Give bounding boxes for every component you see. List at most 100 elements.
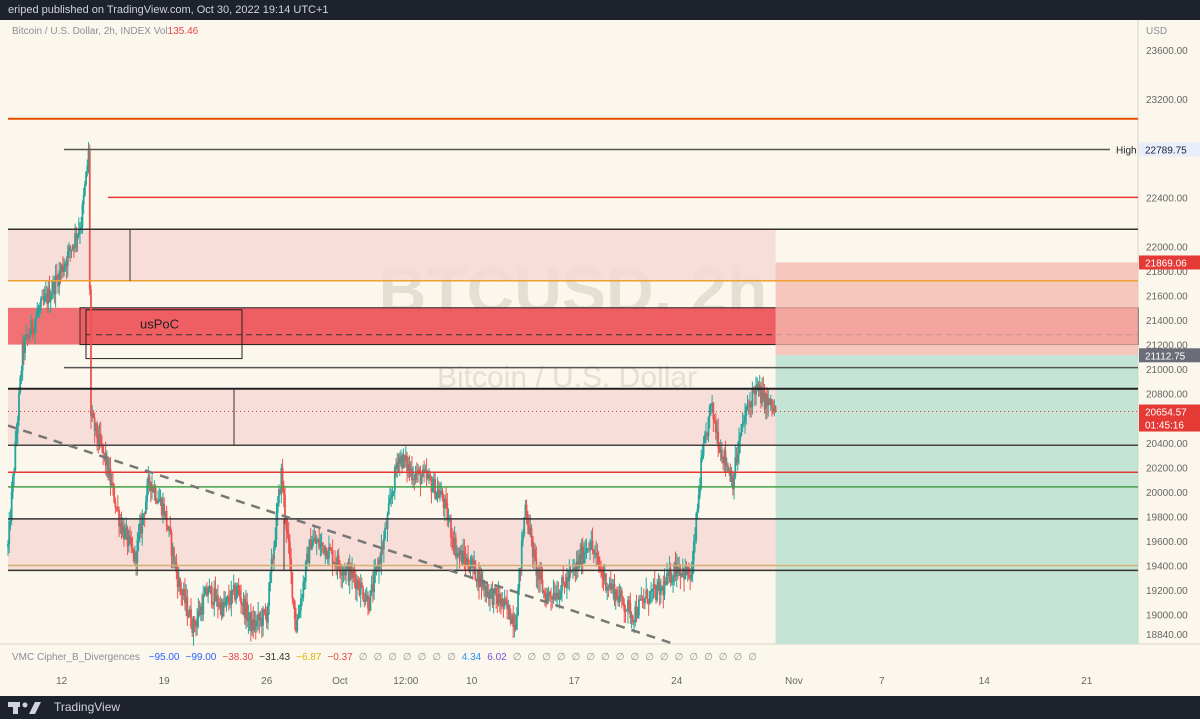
candle-body (413, 479, 416, 481)
candle-body (296, 619, 299, 632)
candle-body (494, 587, 496, 589)
candle-body (369, 590, 372, 611)
candle-body (598, 564, 601, 570)
candle-body (160, 498, 163, 515)
candle-body (666, 573, 668, 585)
candle-body (606, 586, 609, 591)
symbol-legend: Bitcoin / U.S. Dollar, 2h, INDEX Vol135.… (12, 26, 198, 37)
candle-body (695, 513, 698, 541)
candle-body (706, 433, 709, 436)
y-tick-label: 19200.00 (1146, 586, 1188, 597)
candle-body (279, 489, 282, 494)
candle-body (428, 474, 430, 476)
candle-body (260, 616, 263, 626)
candle-body (191, 626, 194, 633)
candle-body (691, 560, 694, 575)
candle-body (63, 267, 66, 272)
candle-body (326, 558, 329, 560)
candle-body (411, 468, 413, 481)
candle-body (492, 588, 495, 605)
candle-body (476, 570, 479, 582)
candle-body (227, 596, 230, 603)
candle-body (55, 275, 58, 278)
candle-body (192, 619, 195, 633)
candle-body (302, 582, 305, 598)
candle-body (552, 592, 555, 600)
candle-body (364, 599, 367, 602)
candle-body (258, 613, 261, 621)
candle-body (265, 613, 268, 623)
candle-body (396, 462, 399, 469)
candle-body (284, 494, 286, 518)
candle-body (616, 590, 618, 597)
candle-body (486, 591, 489, 597)
candle-body (651, 588, 654, 591)
candle-body (395, 467, 397, 469)
y-tick-label: 23600.00 (1146, 46, 1188, 57)
candle-body (112, 482, 114, 486)
candle-body (336, 555, 339, 567)
candle-body (190, 609, 192, 627)
candle-body (164, 511, 167, 516)
candle-body (763, 390, 766, 410)
candle-body (76, 234, 79, 240)
x-tick-label: 7 (879, 676, 885, 687)
candle-body (581, 546, 584, 564)
indicator-value-14: 6.02 (487, 652, 507, 663)
candle-body (456, 554, 458, 557)
candle-body (65, 263, 68, 267)
candle-body (57, 277, 59, 287)
y-tick-label: 20400.00 (1146, 439, 1188, 450)
candle-body (70, 249, 73, 251)
candle-body (639, 599, 642, 601)
candle-body (202, 596, 205, 615)
candle-body (385, 527, 388, 529)
candle-body (64, 263, 67, 268)
candle-body (264, 611, 267, 614)
candle-body (403, 454, 406, 461)
candle-body (40, 298, 42, 307)
candle-body (136, 540, 139, 563)
candle-body (158, 500, 161, 502)
candle-body (342, 570, 345, 573)
candle-body (20, 370, 23, 378)
candle-body (157, 501, 159, 503)
candle-body (199, 606, 202, 616)
candle-body (323, 545, 325, 554)
candle-body (739, 435, 742, 441)
candle-body (53, 280, 56, 294)
candle-body (458, 552, 461, 556)
candle-body (159, 498, 162, 501)
level-label-high: High (1116, 146, 1137, 157)
candle-body (301, 597, 303, 599)
candle-body (60, 265, 63, 272)
candle-body (694, 540, 696, 542)
candle-body (409, 468, 412, 471)
candle-body (321, 542, 324, 546)
candle-body (487, 591, 490, 600)
candle-body (645, 590, 648, 598)
candle-body (696, 508, 699, 514)
candle-body (347, 564, 350, 582)
candle-body (618, 596, 621, 603)
candle-body (629, 602, 632, 619)
candle-body (439, 494, 441, 498)
candle-body (138, 523, 141, 534)
candle-body (186, 597, 189, 617)
candle-body (137, 533, 140, 541)
candle-body (423, 469, 426, 472)
candle-body (565, 576, 568, 588)
candle-body (52, 280, 55, 294)
candle-body (195, 626, 197, 628)
candle-body (672, 576, 674, 583)
candle-body (705, 433, 707, 436)
candle-body (218, 606, 221, 608)
candle-body (709, 403, 712, 407)
candle-body (303, 581, 306, 583)
indicator-value-8: ∅ (388, 652, 397, 663)
candle-body (445, 498, 447, 504)
candle-body (515, 615, 518, 630)
candle-body (380, 547, 383, 564)
candle-body (320, 542, 323, 544)
